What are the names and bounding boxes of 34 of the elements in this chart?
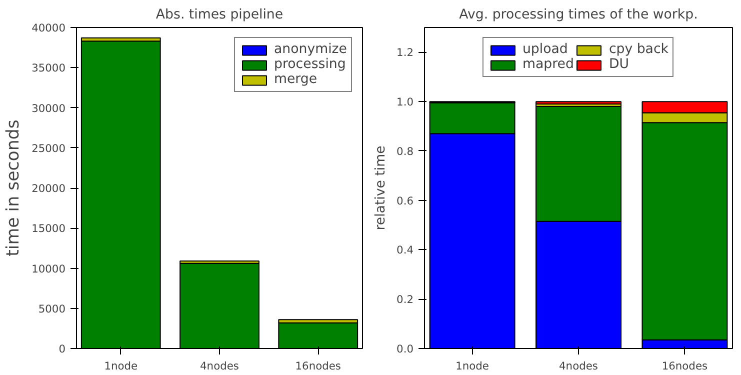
- legend-label: merge: [274, 72, 318, 87]
- y-tick-label: 1.0: [396, 96, 414, 109]
- y-tick-label: 20000: [32, 182, 66, 195]
- y-tick-label: 40000: [32, 22, 66, 34]
- y-tick-label: 0.0: [396, 342, 414, 356]
- legend-label: mapred: [522, 57, 574, 72]
- chart-title: Abs. times pipeline: [156, 8, 284, 22]
- y-tick-label: 35000: [32, 62, 66, 75]
- y-axis-title: relative time: [374, 146, 389, 230]
- y-axis-title: time in seconds: [4, 120, 24, 256]
- legend-label: DU: [608, 57, 629, 72]
- x-tick-label: 16nodes: [662, 360, 708, 372]
- x-tick-label: 16nodes: [295, 360, 342, 372]
- x-tick-label: 4nodes: [559, 360, 598, 372]
- y-tick-label: 0: [58, 342, 66, 356]
- bar: [536, 101, 622, 105]
- legend-label: upload: [522, 42, 568, 57]
- x-tick-label: 4nodes: [200, 360, 240, 372]
- chart-title: Avg. processing times of the workp.: [459, 8, 698, 22]
- legend-label: cpy back: [608, 42, 669, 57]
- y-tick-label: 0.4: [396, 244, 414, 257]
- y-tick-label: 15000: [32, 222, 66, 236]
- y-tick-label: 1.2: [396, 46, 414, 60]
- y-tick-label: 0.2: [396, 293, 414, 306]
- legend-label: processing: [274, 57, 346, 72]
- y-tick-label: 25000: [32, 142, 66, 155]
- y-tick-label: 30000: [32, 102, 66, 115]
- x-tick-label: 1node: [104, 360, 138, 372]
- y-tick-label: 0.8: [396, 144, 414, 158]
- y-tick-label: 10000: [32, 262, 66, 276]
- x-tick-label: 1node: [456, 360, 489, 372]
- y-tick-label: 0.6: [396, 194, 414, 208]
- y-tick-label: 5000: [38, 302, 66, 316]
- legend-label: anonymize: [274, 42, 347, 57]
